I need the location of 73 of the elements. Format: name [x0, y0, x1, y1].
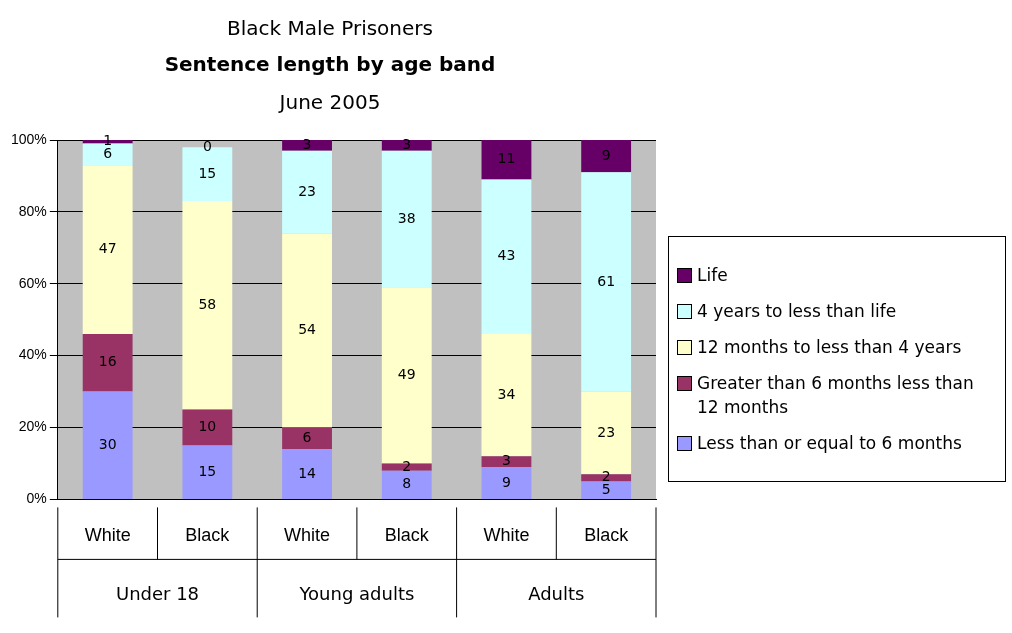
bar — [481, 334, 532, 457]
bar — [381, 470, 432, 499]
data-label: 5 — [601, 480, 611, 497]
data-label: 11 — [497, 150, 516, 167]
bar — [182, 445, 233, 499]
data-label: 3 — [402, 136, 412, 153]
data-label: 15 — [198, 462, 217, 479]
x-tick-label: White — [483, 525, 530, 546]
data-label: 8 — [402, 475, 412, 492]
bar — [481, 140, 532, 180]
x-tick-label: White — [84, 525, 131, 546]
legend-label: Less than or equal to 6 months — [697, 432, 962, 455]
y-tick-label: 60% — [18, 274, 47, 291]
y-tick-label: 20% — [18, 418, 47, 435]
bar — [282, 140, 332, 151]
data-label: 15 — [198, 164, 217, 181]
x-tick-label: Black — [185, 525, 231, 546]
y-tick-label: 0% — [26, 490, 47, 507]
chart-subtitle: June 2005 — [277, 90, 382, 114]
bar — [282, 150, 332, 234]
data-label: 61 — [597, 272, 616, 289]
data-label: 9 — [601, 146, 611, 163]
data-label: 0 — [202, 137, 212, 154]
y-tick-label: 40% — [18, 346, 47, 363]
x-tick-label: White — [284, 525, 331, 546]
data-label: 3 — [302, 136, 312, 153]
bar — [282, 449, 332, 499]
y-tick-label: 80% — [18, 202, 47, 219]
data-label: 9 — [501, 473, 511, 490]
legend-label: 12 months to less than 4 years — [697, 336, 962, 359]
data-label: 6 — [302, 428, 312, 445]
data-label: 43 — [497, 247, 516, 264]
bar — [182, 409, 233, 446]
legend-label: 4 years to less than life — [697, 300, 897, 323]
bar — [182, 201, 233, 410]
bar — [82, 165, 133, 335]
x-tick-label: Black — [584, 525, 630, 546]
bar — [381, 140, 432, 151]
bar — [581, 140, 632, 173]
text: Adults — [528, 583, 585, 605]
text: Under 18 — [115, 583, 200, 605]
bar — [581, 172, 632, 392]
bar — [82, 143, 133, 166]
bar — [282, 233, 332, 428]
bar — [581, 481, 632, 499]
data-label: 16 — [98, 353, 117, 370]
bar — [481, 179, 532, 335]
data-label: 6 — [103, 145, 113, 162]
legend-label: Greater than 6 months less than 12 months — [697, 372, 975, 419]
x-tick-label: Black — [384, 525, 430, 546]
text: Young adults — [298, 583, 415, 605]
text: Black Male Prisoners — [226, 16, 434, 40]
data-label: 14 — [298, 464, 317, 481]
data-label: 58 — [198, 295, 217, 312]
data-label: 30 — [98, 435, 117, 452]
data-label: 23 — [597, 423, 616, 440]
bar — [381, 150, 432, 288]
bar — [481, 467, 532, 499]
y-tick-label: 100% — [10, 130, 47, 147]
data-label: 47 — [98, 240, 117, 257]
data-label: 10 — [198, 418, 217, 435]
bar — [82, 391, 133, 499]
bar — [481, 456, 532, 468]
data-label: 23 — [298, 182, 316, 199]
data-label: 49 — [397, 366, 416, 383]
data-label: 3 — [501, 452, 511, 469]
bar — [82, 334, 133, 392]
data-label: 54 — [298, 321, 317, 338]
data-label: 38 — [397, 209, 416, 226]
data-label: 34 — [497, 385, 516, 402]
chart-title: Sentence length by age band — [163, 52, 497, 76]
bar — [282, 427, 332, 450]
legend-label: Life — [697, 264, 728, 287]
